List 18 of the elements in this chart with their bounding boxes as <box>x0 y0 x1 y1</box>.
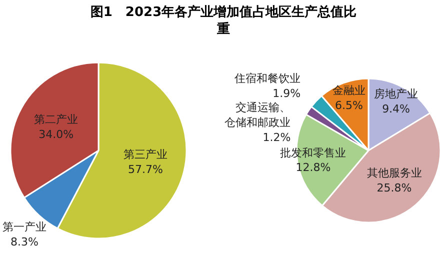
data-label: 8.3% <box>10 236 38 249</box>
data-label: 9.4% <box>382 102 410 116</box>
text: 图1 2023年各产业增加值占地区生产总值比重 <box>90 4 357 37</box>
data-label: 6.5% <box>335 98 363 112</box>
slice-label: 第一产业 <box>2 220 46 234</box>
data-label: 1.2% <box>262 131 291 144</box>
slice-label: 第二产业 <box>34 113 78 126</box>
data-label: 57.7% <box>128 163 163 176</box>
slice-label: 交通运输、仓储和邮政业 <box>224 101 291 130</box>
slice-label: 房地产业 <box>374 88 418 101</box>
slice-label: 住宿和餐饮业 <box>234 72 301 86</box>
slice-label: 其他服务业 <box>366 166 422 180</box>
slice-label: 金融业 <box>332 84 366 97</box>
slice-label: 第三产业 <box>123 148 168 162</box>
data-label: 1.9% <box>272 87 301 100</box>
data-label: 25.8% <box>376 182 412 195</box>
data-label: 34.0% <box>38 128 74 142</box>
slice-label: 批发和零售业 <box>280 146 346 160</box>
